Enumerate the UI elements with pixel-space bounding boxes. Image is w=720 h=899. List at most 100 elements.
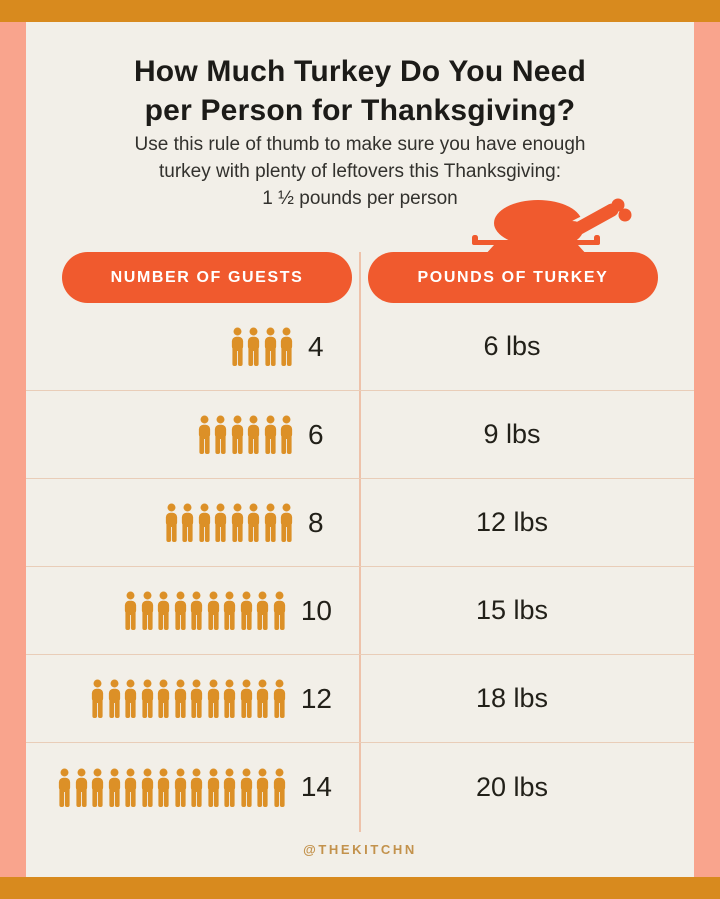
- subtitle-line2: turkey with plenty of leftovers this Tha…: [158, 160, 561, 182]
- pounds-cell: 15 lbs: [475, 595, 549, 625]
- pounds-cell: 12 lbs: [475, 507, 549, 537]
- subtitle-line1: Use this rule of thumb to make sure you …: [134, 134, 586, 155]
- person-icon: [247, 327, 260, 366]
- page-title-line2: per Person for Thanksgiving?: [144, 94, 576, 127]
- pounds-cell: 9 lbs: [483, 419, 541, 449]
- person-icon: [240, 768, 252, 807]
- person-icon: [191, 679, 203, 718]
- person-icon: [214, 503, 227, 542]
- person-icon: [158, 679, 170, 718]
- person-icon: [257, 679, 269, 718]
- person-icon: [191, 591, 203, 630]
- person-icon: [207, 591, 219, 630]
- person-icon: [240, 591, 252, 630]
- guests-cell: 4: [26, 303, 360, 390]
- guest-count: 10: [300, 594, 332, 626]
- brand-handle: @THEKITCHN: [303, 842, 417, 857]
- infographic-card: How Much Turkey Do You Need per Person f…: [26, 22, 694, 877]
- person-icon: [224, 591, 236, 630]
- person-icon: [207, 679, 219, 718]
- person-icon: [257, 591, 269, 630]
- page-title: How Much Turkey Do You Need per Person f…: [26, 52, 694, 130]
- person-icon: [158, 768, 170, 807]
- table-row: 4 6 lbs: [26, 303, 694, 391]
- person-icon-group: [197, 415, 295, 454]
- pounds-cell: 18 lbs: [475, 683, 549, 713]
- person-icon-group: [230, 327, 295, 366]
- person-icon: [273, 591, 285, 630]
- table-row: 8 12 lbs: [26, 479, 694, 567]
- person-icon-group: [90, 679, 287, 718]
- person-icon: [92, 679, 104, 718]
- person-icon: [125, 591, 137, 630]
- guests-cell: 12: [26, 655, 360, 742]
- person-icon: [273, 768, 285, 807]
- table-row: 14 20 lbs: [26, 743, 694, 831]
- person-icon-group: [123, 591, 287, 630]
- person-icon: [108, 679, 120, 718]
- guest-count: 6: [308, 418, 324, 450]
- subtitle: Use this rule of thumb to make sure you …: [26, 132, 694, 213]
- column-header-guests-label: NUMBER OF GUESTS: [110, 268, 304, 286]
- person-icon: [257, 768, 269, 807]
- person-icon: [165, 503, 177, 542]
- person-icon: [264, 503, 276, 542]
- person-icon: [231, 415, 243, 454]
- column-divider: [359, 252, 361, 832]
- guests-cell: 14: [26, 743, 360, 831]
- person-icon: [174, 591, 186, 630]
- guests-pounds-table: 4 6 lbs 6 9 lbs 8 12 lbs: [26, 303, 694, 831]
- person-icon: [214, 415, 227, 454]
- person-icon: [207, 768, 219, 807]
- table-row: 12 18 lbs: [26, 655, 694, 743]
- person-icon: [125, 679, 137, 718]
- person-icon: [125, 768, 137, 807]
- person-icon: [198, 503, 210, 542]
- person-icon: [280, 327, 293, 366]
- person-icon: [108, 768, 120, 807]
- person-icon-group: [57, 768, 287, 807]
- person-icon: [247, 503, 260, 542]
- person-icon: [273, 679, 285, 718]
- column-header-pounds-label: POUNDS OF TURKEY: [417, 268, 609, 286]
- person-icon: [181, 503, 194, 542]
- person-icon: [174, 768, 186, 807]
- subtitle-line3: 1 ½ pounds per person: [262, 187, 458, 209]
- page-title-line1: How Much Turkey Do You Need: [133, 55, 587, 88]
- person-icon: [231, 327, 243, 366]
- table-row: 6 9 lbs: [26, 391, 694, 479]
- person-icon: [92, 768, 104, 807]
- person-icon: [198, 415, 210, 454]
- guest-count: 12: [300, 682, 332, 714]
- person-icon: [141, 591, 153, 630]
- pounds-cell: 6 lbs: [483, 331, 541, 361]
- pounds-cell: 20 lbs: [475, 771, 549, 802]
- bottom-border-bar: [0, 877, 720, 899]
- column-header-guests: NUMBER OF GUESTS: [62, 252, 352, 303]
- turkey-platter-icon: [472, 198, 632, 256]
- column-header-pounds: POUNDS OF TURKEY: [368, 252, 658, 303]
- guest-count: 4: [308, 330, 324, 362]
- table-header: NUMBER OF GUESTS POUNDS OF TURKEY: [26, 252, 694, 303]
- person-icon: [224, 768, 236, 807]
- top-border-bar: [0, 0, 720, 22]
- guest-count: 14: [300, 771, 332, 802]
- person-icon: [247, 415, 260, 454]
- person-icon: [59, 768, 71, 807]
- person-icon: [158, 591, 170, 630]
- person-icon: [174, 679, 186, 718]
- guests-cell: 8: [26, 479, 360, 566]
- person-icon: [280, 503, 293, 542]
- guests-cell: 10: [26, 567, 360, 654]
- person-icon: [280, 415, 293, 454]
- person-icon: [224, 679, 236, 718]
- person-icon: [141, 679, 153, 718]
- person-icon: [264, 415, 276, 454]
- guests-cell: 6: [26, 391, 360, 478]
- person-icon-group: [164, 503, 295, 542]
- person-icon: [264, 327, 276, 366]
- table-row: 10 15 lbs: [26, 567, 694, 655]
- person-icon: [191, 768, 203, 807]
- guest-count: 8: [308, 506, 324, 538]
